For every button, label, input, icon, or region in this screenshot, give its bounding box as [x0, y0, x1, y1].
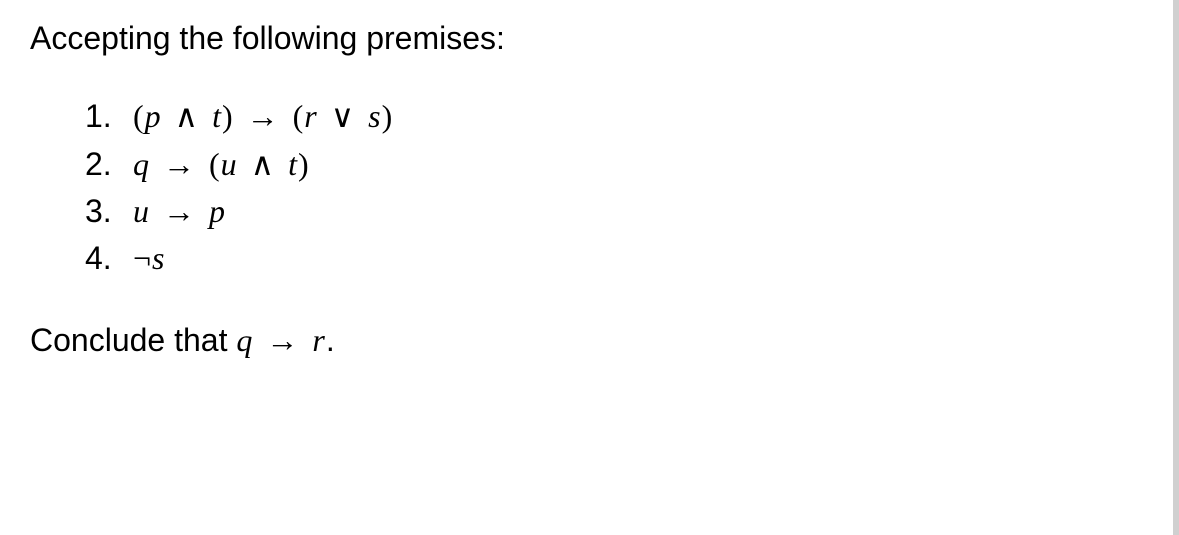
conclusion-text: Conclude that q → r.: [30, 322, 1149, 359]
premise-row: 2. q → (u ∧ t): [85, 145, 1149, 183]
premise-expression: (p ∧ t) → (r ∨ s): [133, 97, 393, 135]
premise-expression: ¬s: [133, 240, 166, 277]
premise-expression: q → (u ∧ t): [133, 145, 310, 183]
premise-row: 3. u → p: [85, 193, 1149, 230]
premise-expression: u → p: [133, 193, 226, 230]
premise-number: 1.: [85, 98, 133, 135]
right-border-decoration: [1173, 0, 1179, 535]
conclusion-prefix: Conclude that: [30, 322, 236, 358]
premise-row: 4. ¬s: [85, 240, 1149, 277]
intro-text: Accepting the following premises:: [30, 20, 1149, 57]
premise-number: 4.: [85, 240, 133, 277]
conclusion-expression: q → r: [236, 322, 325, 358]
premise-number: 3.: [85, 193, 133, 230]
premises-list: 1. (p ∧ t) → (r ∨ s) 2. q → (u ∧ t) 3. u…: [85, 97, 1149, 277]
premise-row: 1. (p ∧ t) → (r ∨ s): [85, 97, 1149, 135]
conclusion-suffix: .: [326, 322, 335, 358]
premise-number: 2.: [85, 146, 133, 183]
